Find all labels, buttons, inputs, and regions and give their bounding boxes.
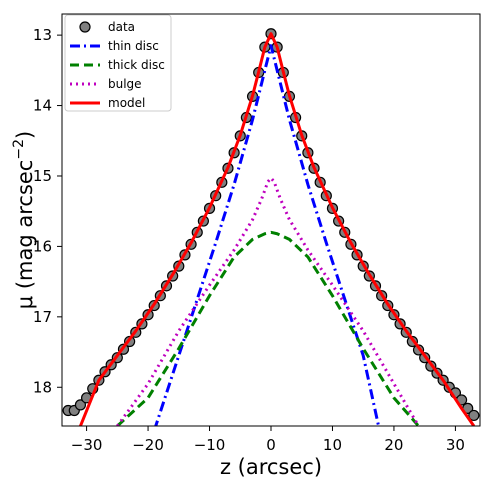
- y-tick-label: 16: [33, 237, 52, 255]
- legend-label: model: [108, 96, 145, 110]
- legend-box: [64, 14, 172, 112]
- y-tick-label: 13: [33, 26, 52, 44]
- y-tick-label: 18: [33, 378, 52, 396]
- y-tick-label: 15: [33, 167, 52, 185]
- y-tick-label: 17: [33, 308, 52, 326]
- x-tick-label: −20: [132, 436, 164, 454]
- y-axis-label-exponent: −2: [11, 139, 27, 160]
- x-axis: −30 −20 −10 0 10 20 30: [71, 426, 465, 454]
- data-point: [468, 409, 480, 422]
- series-model-line: [79, 32, 476, 426]
- data-point: [74, 399, 87, 411]
- y-tick-label: 14: [33, 97, 52, 115]
- y-axis-label-main: μ (mag arcsec: [13, 160, 37, 310]
- y-axis-label: μ (mag arcsec−2): [11, 131, 37, 309]
- series-layer: [62, 28, 480, 426]
- y-axis: 13 14 15 16 17 18: [33, 26, 62, 396]
- legend-label: bulge: [108, 77, 142, 91]
- legend-item-model: model: [70, 96, 145, 110]
- legend-item-thin-disc: thin disc: [70, 39, 159, 53]
- legend-item-bulge: bulge: [70, 77, 142, 91]
- y-axis-label-close: ): [13, 131, 37, 139]
- series-thick-disc-line: [116, 230, 420, 426]
- x-tick-label: 0: [266, 436, 276, 454]
- x-tick-label: 30: [446, 436, 465, 454]
- legend-marker: [79, 21, 91, 33]
- series-bulge-line: [116, 176, 420, 426]
- series-thin-disc-line: [154, 44, 381, 426]
- x-tick-label: 10: [323, 436, 342, 454]
- x-tick-label: −10: [194, 436, 226, 454]
- legend-label: thin disc: [108, 39, 159, 53]
- legend-label: data: [108, 20, 135, 34]
- legend: data thin disc thick disc bulge model: [64, 14, 172, 112]
- legend-item-data: data: [79, 20, 135, 34]
- x-axis-label: z (arcsec): [220, 455, 322, 479]
- x-tick-label: 20: [384, 436, 403, 454]
- legend-label: thick disc: [108, 58, 165, 72]
- x-tick-label: −30: [71, 436, 103, 454]
- legend-item-thick-disc: thick disc: [70, 58, 165, 72]
